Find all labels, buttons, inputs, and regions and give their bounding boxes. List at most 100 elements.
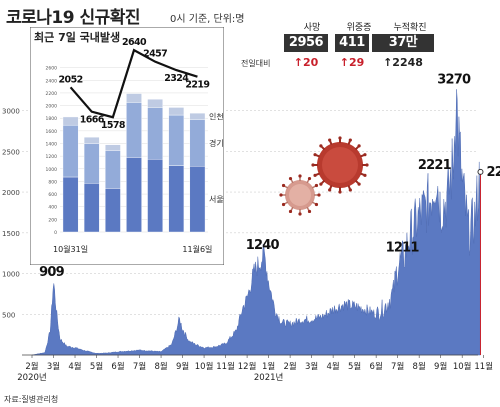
inset-bar-segment xyxy=(147,159,163,233)
x-tick-label: 3월 xyxy=(47,361,60,372)
inset-bar-segment xyxy=(105,150,121,189)
x-tick-label: 5월 xyxy=(90,361,103,372)
inset-line-label: 2640 xyxy=(122,37,147,48)
stat-box-cumulative: 37만7712 xyxy=(372,34,434,68)
inset-line-label: 2219 xyxy=(185,80,209,91)
inset-bar-segment xyxy=(126,93,142,103)
peak-annotation: 2221 xyxy=(418,158,452,173)
inset-line-label: 2457 xyxy=(143,49,167,60)
x-tick-label: 9월 xyxy=(434,361,447,372)
x-tick-label: 2월 xyxy=(283,361,296,372)
virus-small-icon xyxy=(279,174,321,216)
inset-y-tick-label: 1200 xyxy=(46,154,58,160)
x-tick-label: 10월 xyxy=(453,361,472,372)
virus-large-icon xyxy=(311,136,369,194)
inset-y-tick-label: 0 xyxy=(54,230,57,236)
inset-y-tick-label: 2200 xyxy=(46,91,58,97)
y-tick-label: 1000 xyxy=(2,271,20,279)
inset-y-tick-label: 2600 xyxy=(46,66,58,72)
change-label: 전일대비 xyxy=(241,59,271,68)
x-tick-label: 1월 xyxy=(262,361,275,372)
inset-bar-segment xyxy=(168,114,185,166)
inset-bar-segment xyxy=(168,107,185,116)
inset-bar-segment xyxy=(126,102,142,158)
inset-bar-segment xyxy=(62,124,79,178)
stat-change-deaths: ↑20 xyxy=(293,56,319,69)
inset-y-tick-label: 1400 xyxy=(46,142,58,148)
x-tick-label: 4월 xyxy=(68,361,81,372)
inset-x-tick-label: 10월31일 xyxy=(53,244,88,254)
inset-line-label: 1666 xyxy=(80,115,105,126)
inset-y-tick-label: 1800 xyxy=(46,116,58,122)
stat-label-critical: 위중증 xyxy=(346,23,372,33)
stat-box-critical: 411 xyxy=(335,34,369,52)
inset-bar-segment xyxy=(147,99,163,108)
y-tick-label: 2000 xyxy=(2,189,20,197)
inset-bar-segment xyxy=(62,176,79,233)
chart-title: 코로나19 신규확진 xyxy=(6,8,141,28)
x-tick-label: 5월 xyxy=(348,361,361,372)
chart-subtitle: 0시 기준, 단위:명 xyxy=(170,14,245,25)
inset-y-tick-label: 800 xyxy=(48,179,57,185)
x-tick-label: 3월 xyxy=(305,361,318,372)
y-tick-label: 1500 xyxy=(2,230,20,238)
x-tick-label: 4월 xyxy=(327,361,340,372)
inset-y-tick-label: 1000 xyxy=(46,167,58,173)
inset-line-label: 2052 xyxy=(59,74,83,85)
x-tick-label: 8월 xyxy=(154,361,167,372)
inset-bar-segment xyxy=(189,112,206,120)
source-note: 자료:질병관리청 xyxy=(4,395,59,404)
y-tick-label: 500 xyxy=(2,311,15,319)
x-tick-label: 11월 xyxy=(474,361,493,372)
x-tick-label: 8월 xyxy=(413,361,426,372)
x-tick-label: 7월 xyxy=(391,361,404,372)
inset-bar-segment xyxy=(83,136,100,144)
inset-title: 최근 7일 국내발생 xyxy=(34,30,120,44)
inset-series-label: 서울 xyxy=(209,195,224,204)
inset-bar-segment xyxy=(105,144,121,151)
inset-series-label: 경기 xyxy=(209,138,224,148)
inset-bar-segment xyxy=(189,119,206,167)
stat-label-deaths: 사망 xyxy=(303,23,321,33)
x-tick-label: 6월 xyxy=(370,361,383,372)
recent-7days-inset: 최근 7일 국내발생 2052166615782640245723242219 … xyxy=(30,27,224,265)
x-tick-label: 7월 xyxy=(133,361,146,372)
peak-annotation: 3270 xyxy=(437,73,471,88)
inset-bar-segment xyxy=(83,183,100,233)
x-tick-label: 10월 xyxy=(195,361,214,372)
x-tick-label: 2월 xyxy=(25,361,38,372)
inset-trend-line xyxy=(69,48,198,119)
inset-bar-segment xyxy=(189,166,206,233)
stat-box-deaths: 2956 xyxy=(284,34,328,52)
stat-change-critical: ↑29 xyxy=(339,56,365,69)
inset-line-label: 2324 xyxy=(164,73,189,84)
y-tick-label: 2500 xyxy=(2,148,20,156)
inset-y-tick-label: 2400 xyxy=(46,78,58,84)
x-tick-label: 9월 xyxy=(176,361,189,372)
inset-bar-segment xyxy=(168,165,185,233)
inset-bar-segment xyxy=(147,107,163,160)
inset-y-tick-label: 1600 xyxy=(46,129,58,135)
inset-y-tick-label: 600 xyxy=(48,192,57,198)
inset-y-tick-label: 400 xyxy=(48,205,57,211)
x-tick-label: 12월 xyxy=(238,361,257,372)
inset-bar-segment xyxy=(83,143,100,184)
year-label: 2020년 xyxy=(17,372,46,383)
x-tick-label: 6월 xyxy=(111,361,124,372)
daily-cases-area xyxy=(31,89,481,356)
stat-change-cumulative: ↑2248 xyxy=(383,56,423,69)
peak-annotation: 909 xyxy=(39,265,64,280)
inset-bar-segment xyxy=(126,157,142,233)
x-tick-label: 11월 xyxy=(216,361,235,372)
inset-bar-segment xyxy=(62,116,79,126)
peak-annotation: 2248 xyxy=(486,165,500,180)
peak-annotation: 1211 xyxy=(386,240,420,255)
inset-line-label: 1578 xyxy=(101,120,126,131)
latest-value-dot xyxy=(477,168,484,175)
inset-bar-segment xyxy=(105,188,121,233)
inset-series-label: 인천 xyxy=(209,111,224,121)
inset-x-tick-label: 11월6일 xyxy=(182,244,212,254)
year-label: 2021년 xyxy=(254,372,283,383)
peak-annotation: 1240 xyxy=(246,238,280,253)
